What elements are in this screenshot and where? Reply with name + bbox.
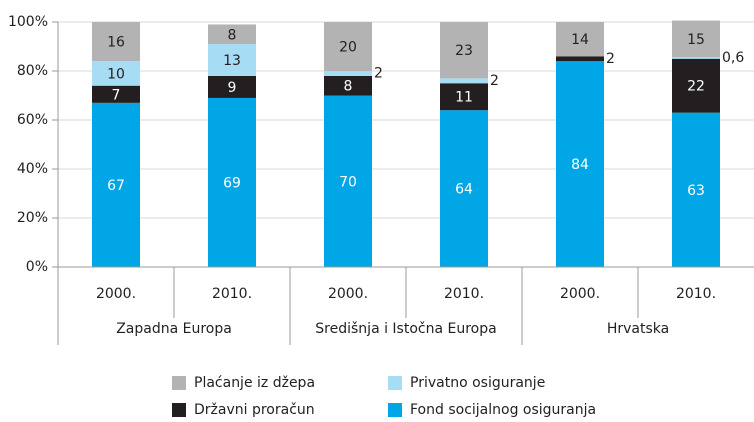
x-tick-label: 2010.: [212, 286, 252, 302]
bar-segment: [92, 102, 140, 267]
legend-label: Privatno osiguranje: [410, 375, 545, 391]
data-label: 67: [107, 178, 125, 194]
bar-segment: [324, 71, 372, 76]
data-label: 0,6: [722, 50, 744, 66]
group-label: Zapadna Europa: [116, 321, 232, 337]
group-label: Hrvatska: [607, 321, 669, 337]
x-tick-label: 2010.: [444, 286, 484, 302]
y-tick-label: 100%: [8, 14, 48, 30]
data-label: 2: [490, 73, 499, 89]
legend-swatch: [388, 403, 402, 417]
data-label: 84: [571, 157, 589, 173]
bar-segment: [208, 97, 256, 267]
data-label: 2: [374, 65, 383, 81]
legend-label: Fond socijalnog osiguranja: [410, 402, 596, 418]
bar-segment: [440, 22, 488, 79]
x-tick-label: 2000.: [328, 286, 368, 302]
y-tick-label: 0%: [26, 259, 48, 275]
bar-segment: [672, 57, 720, 59]
legend-swatch: [172, 403, 186, 417]
data-label: 70: [339, 174, 357, 190]
bar-segment: [440, 78, 488, 84]
y-tick-label: 20%: [17, 210, 48, 226]
bar-segment: [208, 44, 256, 76]
data-label: 63: [687, 183, 705, 199]
data-label: 20: [339, 40, 357, 56]
data-label: 2: [606, 51, 615, 67]
data-label: 9: [228, 80, 237, 96]
legend-label: Državni proračun: [194, 402, 315, 418]
bar-segment: [324, 95, 372, 267]
data-label: 11: [455, 90, 473, 106]
legend-swatch: [388, 376, 402, 390]
data-label: 8: [344, 79, 353, 95]
bar-segment: [672, 112, 720, 268]
bar-segment: [208, 24, 256, 45]
bar-segment: [556, 22, 604, 57]
bar-segment: [556, 61, 604, 268]
group-label: Središnja i Istočna Europa: [315, 321, 496, 337]
bar-segment: [208, 75, 256, 98]
bar-segment: [440, 83, 488, 111]
data-label: 8: [228, 27, 237, 43]
data-label: 69: [223, 175, 241, 191]
legend-swatch: [172, 376, 186, 390]
x-tick-label: 2010.: [676, 286, 716, 302]
bar-segment: [92, 61, 140, 86]
data-label: 16: [107, 35, 125, 51]
data-label: 7: [112, 87, 121, 103]
bar-segment: [672, 20, 720, 58]
bar-segment: [556, 56, 604, 62]
bar-segment: [92, 22, 140, 62]
y-tick-label: 60%: [17, 112, 48, 128]
bar-segment: [440, 110, 488, 267]
bar-segment: [672, 58, 720, 113]
data-label: 15: [687, 32, 705, 48]
x-tick-label: 2000.: [96, 286, 136, 302]
data-label: 13: [223, 53, 241, 69]
bar-segment: [324, 75, 372, 96]
data-label: 14: [571, 32, 589, 48]
y-tick-label: 80%: [17, 63, 48, 79]
y-tick-label: 40%: [17, 161, 48, 177]
bar-segment: [92, 85, 140, 103]
data-label: 23: [455, 43, 473, 59]
legend-label: Plaćanje iz džepa: [194, 375, 315, 391]
bar-segment: [324, 22, 372, 71]
x-tick-label: 2000.: [560, 286, 600, 302]
data-label: 64: [455, 182, 473, 198]
data-label: 22: [687, 79, 705, 95]
data-label: 10: [107, 66, 125, 82]
